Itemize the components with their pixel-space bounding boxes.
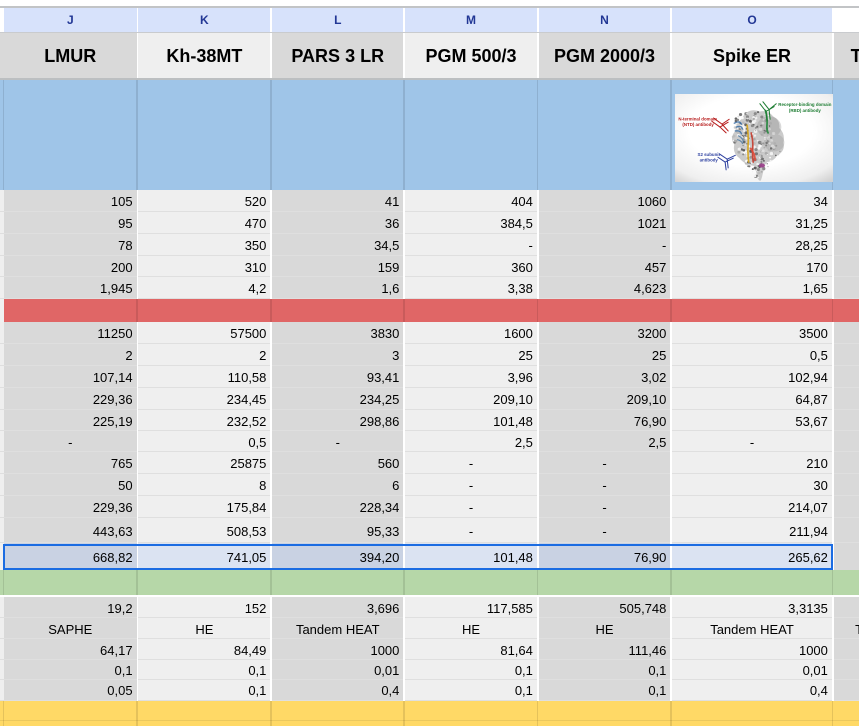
- svg-text:Receptor-binding domain: Receptor-binding domain: [778, 102, 832, 107]
- svg-text:S2 subunit: S2 subunit: [697, 151, 720, 156]
- svg-text:N-terminal domain: N-terminal domain: [678, 116, 717, 121]
- svg-text:antibody: antibody: [699, 157, 718, 162]
- svg-text:(NTD) antibody: (NTD) antibody: [682, 122, 714, 127]
- svg-text:(RBD) antibody: (RBD) antibody: [788, 108, 821, 113]
